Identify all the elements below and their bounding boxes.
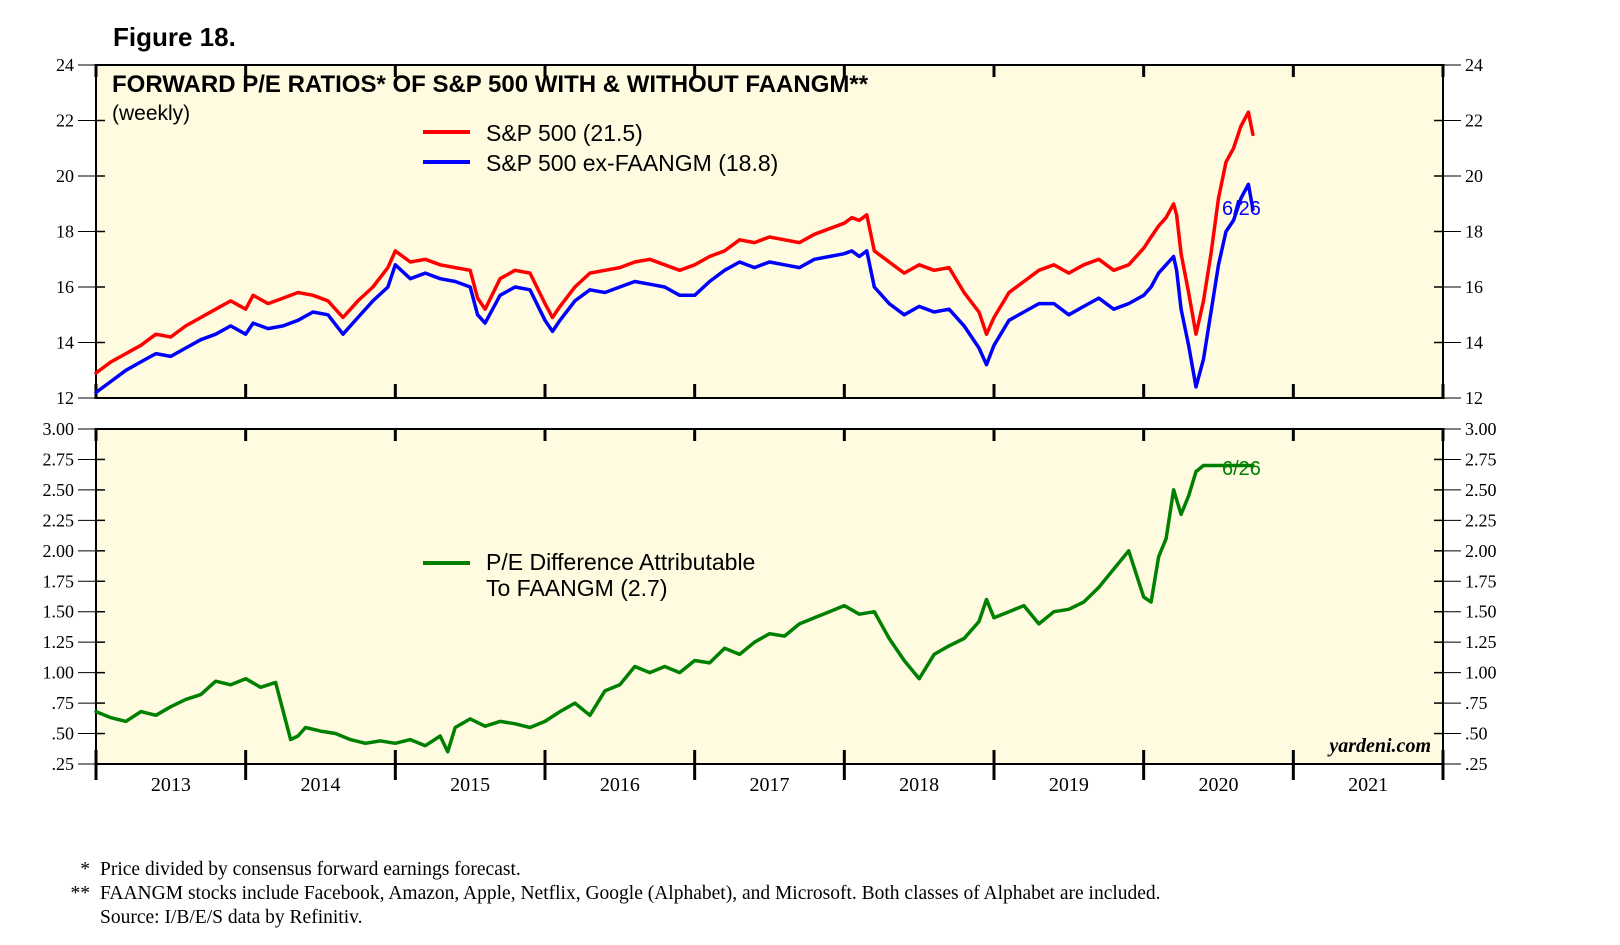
- top-chart-panel: 12 12 14 14 16 16 18 18 20 20 22 22 24 24 FORWARD P/E…: [56, 55, 1483, 408]
- top-series-line-0: [94, 110, 1255, 375]
- top-y-tick-label-left: 16: [56, 277, 74, 297]
- top-y-tick-label-left: 20: [56, 166, 74, 186]
- top-y-tick-label-left: 24: [56, 55, 74, 75]
- x-axis-year-label: 2020: [1199, 774, 1239, 796]
- bottom-y-tick-label-left: 2.00: [43, 541, 75, 561]
- bottom-series-line: [94, 463, 1255, 754]
- x-axis-year-label: 2016: [600, 774, 640, 796]
- bottom-y-tick-label-left: .75: [52, 693, 75, 713]
- bottom-y-tick-label-right: 1.50: [1465, 602, 1497, 622]
- top-y-tick-label-right: 20: [1465, 166, 1483, 186]
- top-y-tick-label-left: 12: [56, 388, 74, 408]
- top-y-tick-label-right: 12: [1465, 388, 1483, 408]
- bottom-y-tick-label-right: 2.25: [1465, 510, 1497, 530]
- top-y-tick-label-left: 14: [56, 333, 74, 353]
- footnote-text: Source: I/B/E/S data by Refinitiv.: [100, 907, 363, 928]
- top-y-tick-label-right: 18: [1465, 222, 1483, 242]
- footnote-mark: *: [80, 859, 90, 880]
- top-plot-background: [95, 64, 1444, 399]
- footnote-text: Price divided by consensus forward earni…: [100, 859, 521, 880]
- x-axis-year-label: 2021: [1348, 774, 1388, 796]
- bottom-y-tick-label-left: 1.25: [43, 632, 75, 652]
- bottom-y-tick-label-right: 2.50: [1465, 480, 1497, 500]
- bottom-y-tick-label-left: 2.25: [43, 510, 75, 530]
- footnotes: * Price divided by consensus forward ear…: [58, 858, 1161, 930]
- x-axis-year-label: 2018: [899, 774, 939, 796]
- footnote-row: * Price divided by consensus forward ear…: [58, 858, 1161, 882]
- legend-label-sp500: S&P 500 (21.5): [486, 120, 643, 146]
- footnote-row: Source: I/B/E/S data by Refinitiv.: [58, 906, 1161, 930]
- top-y-tick-label-right: 14: [1465, 333, 1483, 353]
- bottom-y-tick-label-right: .75: [1465, 693, 1488, 713]
- top-y-tick-label-left: 22: [56, 111, 74, 131]
- bottom-end-date-label: 6/26: [1222, 458, 1261, 480]
- bottom-y-tick-label-right: 1.00: [1465, 663, 1497, 683]
- footnote-mark: **: [70, 883, 91, 904]
- bottom-y-tick-label-left: 2.75: [43, 449, 75, 469]
- bottom-y-tick-label-left: .50: [52, 724, 75, 744]
- bottom-y-tick-label-right: 3.00: [1465, 419, 1497, 439]
- top-y-tick-label-right: 22: [1465, 111, 1483, 131]
- footnote-mark: [58, 906, 100, 930]
- x-axis-year-label: 2017: [750, 774, 790, 796]
- top-chart-title: FORWARD P/E RATIOS* OF S&P 500 WITH & WI…: [112, 71, 869, 98]
- top-series-line-1: [94, 182, 1255, 395]
- top-y-tick-label-right: 24: [1465, 55, 1483, 75]
- watermark: yardeni.com: [1327, 735, 1431, 757]
- bottom-y-tick-label-right: 1.25: [1465, 632, 1497, 652]
- top-y-axis: 12 12 14 14 16 16 18 18 20 20 22 22 24 24: [56, 55, 1483, 408]
- top-end-date-label: 6/26: [1222, 198, 1261, 220]
- footnote-row: ** FAANGM stocks include Facebook, Amazo…: [58, 882, 1161, 906]
- bottom-plot-background: [95, 428, 1444, 765]
- bottom-y-tick-label-right: 1.75: [1465, 571, 1497, 591]
- bottom-y-tick-label-left: 1.00: [43, 663, 75, 683]
- bottom-y-tick-label-right: .50: [1465, 724, 1488, 744]
- legend-label-difference-line2: To FAANGM (2.7): [486, 575, 667, 601]
- bottom-y-tick-label-left: 2.50: [43, 480, 75, 500]
- x-axis-year-label: 2013: [151, 774, 191, 796]
- top-y-tick-label-left: 18: [56, 222, 74, 242]
- bottom-y-tick-label-right: .25: [1465, 754, 1488, 774]
- bottom-y-tick-label-right: 2.75: [1465, 449, 1497, 469]
- bottom-y-tick-label-left: 1.50: [43, 602, 75, 622]
- x-axis-year-label: 2019: [1049, 774, 1089, 796]
- bottom-y-tick-label-left: 1.75: [43, 571, 75, 591]
- x-axis-year-label: 2014: [301, 774, 341, 796]
- bottom-y-tick-label-right: 2.00: [1465, 541, 1497, 561]
- figure-label: Figure 18.: [113, 22, 236, 52]
- top-y-tick-label-right: 16: [1465, 277, 1483, 297]
- bottom-y-tick-label-left: .25: [52, 754, 75, 774]
- legend-label-ex-faangm: S&P 500 ex-FAANGM (18.8): [486, 150, 778, 176]
- footnote-text: FAANGM stocks include Facebook, Amazon, …: [100, 883, 1161, 904]
- x-axis: 2013 2014 2015 2016 2017 2018 2019 2020 2021: [94, 764, 1445, 796]
- bottom-y-axis: .25 .25 .50 .50 .75 .75 1.00 1.00 1.25 1.25 1.50 1.…: [43, 419, 1497, 774]
- bottom-y-tick-label-left: 3.00: [43, 419, 75, 439]
- top-chart-subtitle: (weekly): [112, 102, 190, 125]
- x-axis-year-label: 2015: [450, 774, 490, 796]
- top-series-lines: [94, 110, 1255, 395]
- bottom-chart-panel: .25 .25 .50 .50 .75 .75 1.00 1.00 1.25 1.25 1.50 1.…: [43, 419, 1497, 774]
- bottom-series-line-0: [94, 463, 1255, 754]
- legend-label-difference-line1: P/E Difference Attributable: [486, 549, 755, 575]
